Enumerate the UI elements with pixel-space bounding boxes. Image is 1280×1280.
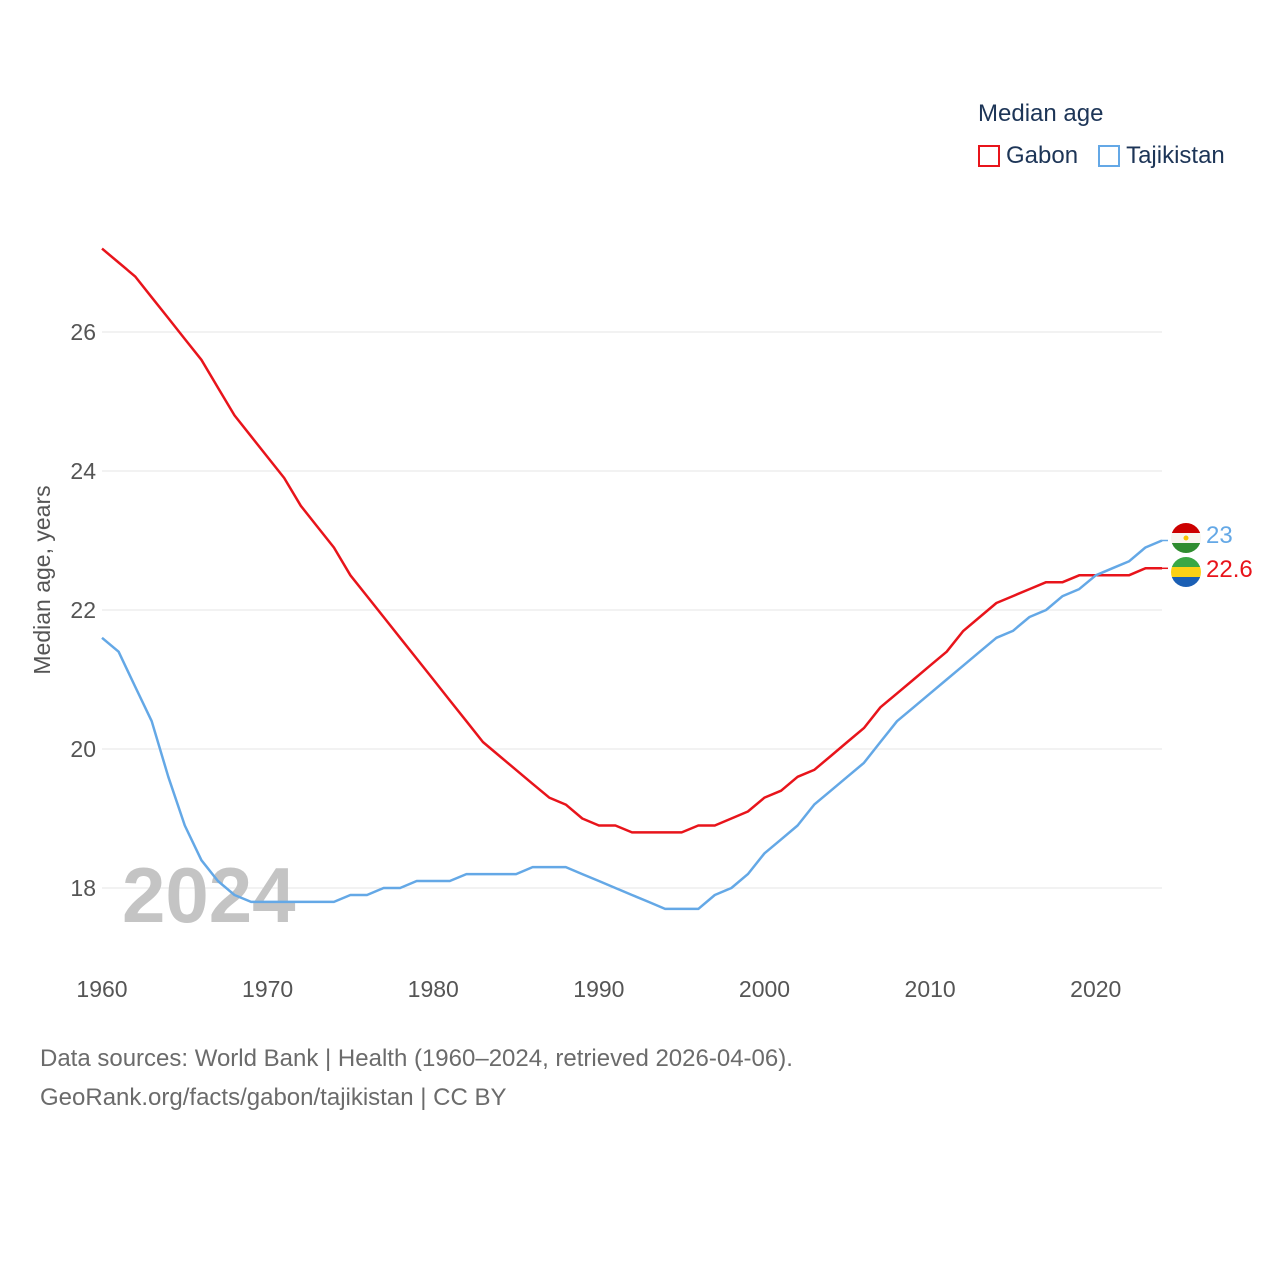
tajikistan-swatch-icon [1098, 145, 1121, 167]
legend-label-tajikistan: Tajikistan [1126, 142, 1225, 169]
x-tick-label: 2000 [739, 976, 790, 1002]
y-tick-label: 18 [70, 875, 96, 901]
legend: Gabon Tajikistan [978, 142, 1245, 170]
gabon-flag-icon [1171, 557, 1201, 587]
legend-title: Median age [978, 100, 1104, 127]
footer-sources: Data sources: World Bank | Health (1960–… [40, 1045, 793, 1072]
legend-item-gabon[interactable]: Gabon [978, 142, 1078, 170]
y-tick-label: 22 [70, 597, 96, 623]
gabon-swatch-icon [978, 145, 1000, 167]
y-tick-label: 26 [70, 319, 96, 345]
gridlines [102, 331, 1162, 889]
x-tick-label: 1990 [573, 976, 624, 1002]
y-tick-label: 20 [70, 736, 96, 762]
x-tick-label: 2010 [905, 976, 956, 1002]
legend-item-tajikistan[interactable]: Tajikistan [1098, 142, 1225, 170]
legend-label-gabon: Gabon [1006, 142, 1079, 169]
x-tick-label: 2020 [1070, 976, 1121, 1002]
x-tick-label: 1980 [408, 976, 459, 1002]
x-tick-label: 1970 [242, 976, 293, 1002]
y-tick-label: 24 [70, 458, 96, 484]
tajikistan-flag-icon [1171, 523, 1201, 553]
series-line-gabon [101, 247, 1162, 834]
series-line-tajikistan [101, 539, 1163, 911]
end-labels: 22.6 23 [1162, 522, 1253, 583]
y-axis-label: Median age, years [29, 485, 55, 674]
y-axis-ticks: 18 20 22 24 26 [70, 319, 96, 901]
footer-credit-link[interactable]: GeoRank.org/facts/gabon/tajikistan | CC … [40, 1084, 507, 1111]
year-watermark: 2024 [122, 851, 296, 939]
end-label-tajikistan: 23 [1206, 522, 1233, 549]
x-axis-ticks: 1960 1970 1980 1990 2000 2010 2020 [76, 976, 1121, 1002]
series-lines [101, 247, 1163, 911]
x-tick-label: 1960 [76, 976, 127, 1002]
end-label-gabon: 22.6 [1206, 556, 1253, 583]
